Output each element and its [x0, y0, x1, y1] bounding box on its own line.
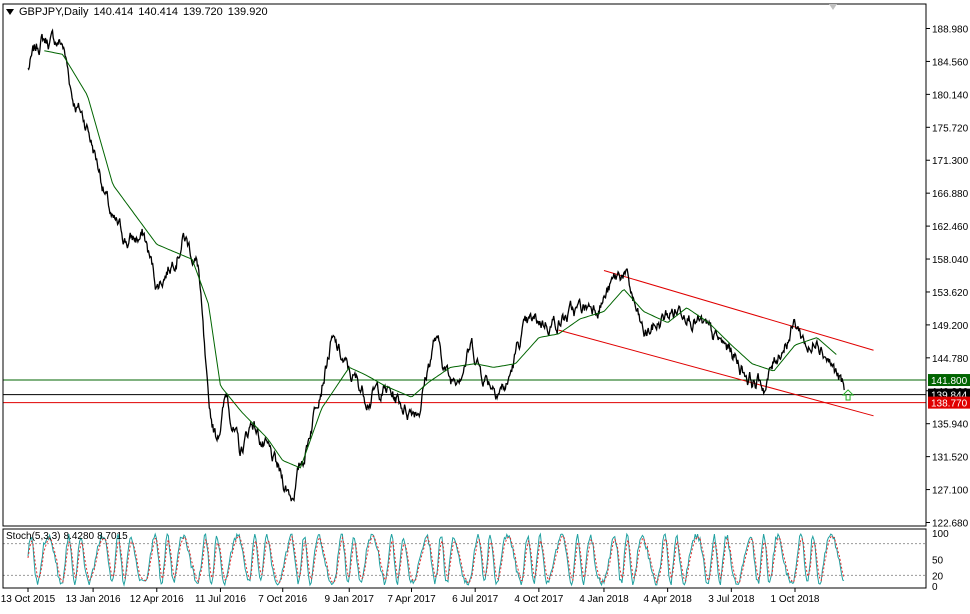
y-tick-label: 144.780 [932, 354, 969, 365]
y-tick-label: 175.720 [932, 123, 969, 134]
level-price-label: 138.770 [931, 399, 968, 410]
x-tick-label: 6 Jul 2017 [452, 594, 499, 605]
stoch-y-tick-label: 100 [932, 529, 949, 540]
y-tick-label: 122.680 [932, 519, 969, 530]
level-price-label: 139.844 [931, 391, 968, 402]
y-tick-label: 131.520 [932, 453, 969, 464]
x-tick-label: 13 Oct 2015 [1, 594, 56, 605]
scroll-marker-icon[interactable] [829, 4, 837, 10]
level-price-label: 141.800 [931, 376, 968, 387]
x-tick-label: 9 Jan 2017 [324, 594, 374, 605]
y-tick-label: 149.200 [932, 321, 969, 332]
channel-lower-line [558, 329, 874, 417]
stoch-signal-value: 8.7015 [97, 531, 128, 542]
low-value: 139.720 [183, 6, 223, 18]
stoch-header: Stoch(5,3,3) 8.4280 8.7015 [6, 531, 131, 542]
x-tick-label: 12 Apr 2016 [130, 594, 184, 605]
symbol-label: GBPJPY,Daily [19, 6, 89, 18]
x-tick-label: 4 Jan 2018 [579, 594, 629, 605]
y-tick-label: 180.140 [932, 90, 969, 101]
x-tick-label: 7 Oct 2016 [258, 594, 307, 605]
stoch-signal-line [27, 534, 845, 585]
level-price-tag [928, 374, 970, 387]
stoch-main-value: 8.4280 [63, 531, 95, 542]
chevron-down-icon[interactable] [6, 9, 14, 16]
y-tick-label: 184.560 [932, 57, 969, 68]
price-series-line [27, 28, 845, 503]
y-tick-label: 188.980 [932, 25, 969, 36]
y-tick-label: 166.880 [932, 189, 969, 200]
price-panel-frame [2, 3, 927, 527]
y-tick-label: 153.620 [932, 288, 969, 299]
y-tick-label: 158.040 [932, 255, 969, 266]
x-tick-label: 3 Jul 2018 [708, 594, 755, 605]
close-value: 139.920 [227, 6, 268, 18]
up-arrow-icon[interactable] [841, 389, 855, 401]
stoch-panel-frame [2, 528, 927, 589]
moving-average-line [44, 50, 837, 469]
x-tick-label: 1 Oct 2018 [771, 594, 820, 605]
x-tick-label: 11 Jul 2016 [195, 594, 246, 605]
stoch-name: Stoch(5,3,3) [6, 531, 61, 542]
y-tick-label: 171.300 [932, 156, 969, 167]
x-tick-label: 4 Apr 2018 [643, 594, 692, 605]
x-tick-label: 4 Oct 2017 [514, 594, 563, 605]
channel-upper-line [603, 270, 874, 351]
x-tick-label: 13 Jan 2016 [66, 594, 121, 605]
stoch-y-tick-label: 20 [932, 571, 944, 582]
x-tick-label: 7 Apr 2017 [387, 594, 436, 605]
y-tick-label: 162.460 [932, 222, 969, 233]
open-value: 140.414 [93, 6, 134, 18]
level-price-tag [928, 396, 970, 409]
y-tick-label: 127.100 [932, 486, 969, 497]
high-value: 140.414 [138, 6, 179, 18]
stoch-y-tick-label: 50 [932, 556, 944, 567]
y-tick-label: 135.940 [932, 420, 969, 431]
chart-header: GBPJPY,Daily 140.414 140.414 139.720 139.920 [6, 6, 273, 18]
stoch-y-tick-label: 0 [932, 582, 938, 593]
